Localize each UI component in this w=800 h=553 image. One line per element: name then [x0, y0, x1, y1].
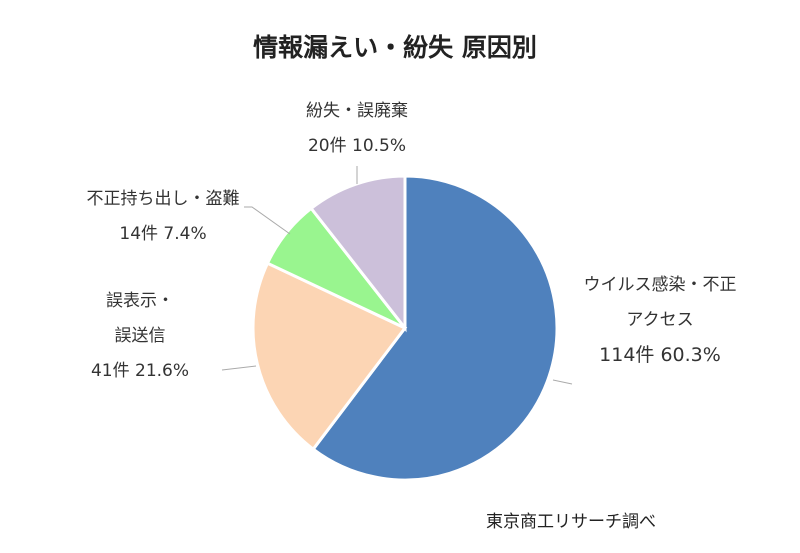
label-line: 紛失・誤廃棄	[306, 101, 408, 121]
leader-line	[552, 379, 573, 385]
label-virus: ウイルス感染・不正 アクセス 114件 60.3%	[584, 268, 737, 373]
label-value: 114件 60.3%	[599, 344, 721, 366]
leader-line	[244, 206, 291, 235]
leader-line	[221, 365, 257, 371]
label-line: アクセス	[626, 310, 694, 330]
label-misdisplay: 誤表示・ 誤送信 41件 21.6%	[91, 284, 189, 389]
label-loss: 紛失・誤廃棄 20件 10.5%	[306, 94, 408, 164]
pie-slice	[309, 174, 407, 333]
label-line: 誤表示・	[105, 291, 174, 311]
label-line: 誤送信	[114, 326, 166, 346]
label-line: ウイルス感染・不正	[583, 275, 737, 295]
label-line: 不正持ち出し・盗難	[86, 189, 240, 209]
label-theft: 不正持ち出し・盗難 14件 7.4%	[87, 182, 240, 252]
pie-slice	[311, 174, 559, 482]
chart-title: 情報漏えい・紛失 原因別	[253, 33, 537, 62]
pie-slice	[251, 261, 408, 452]
label-value: 41件 21.6%	[90, 361, 190, 381]
label-value: 14件 7.4%	[119, 224, 207, 244]
source-note: 東京商工リサーチ調べ	[486, 512, 656, 532]
label-value: 20件 10.5%	[307, 136, 407, 156]
